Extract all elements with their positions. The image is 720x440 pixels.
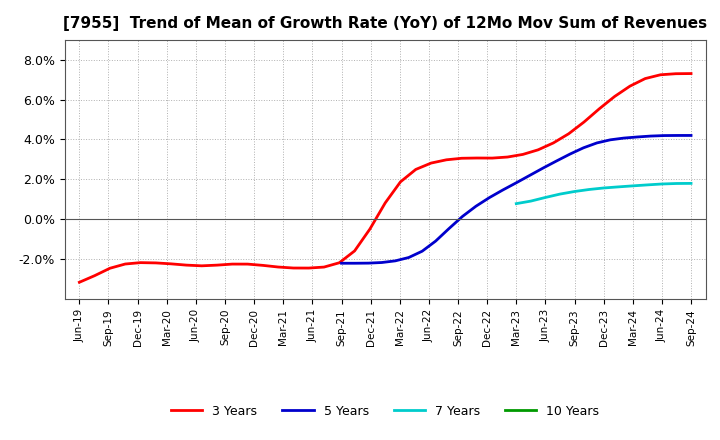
Legend: 3 Years, 5 Years, 7 Years, 10 Years: 3 Years, 5 Years, 7 Years, 10 Years [166,400,604,423]
Title: [7955]  Trend of Mean of Growth Rate (YoY) of 12Mo Mov Sum of Revenues: [7955] Trend of Mean of Growth Rate (YoY… [63,16,707,32]
